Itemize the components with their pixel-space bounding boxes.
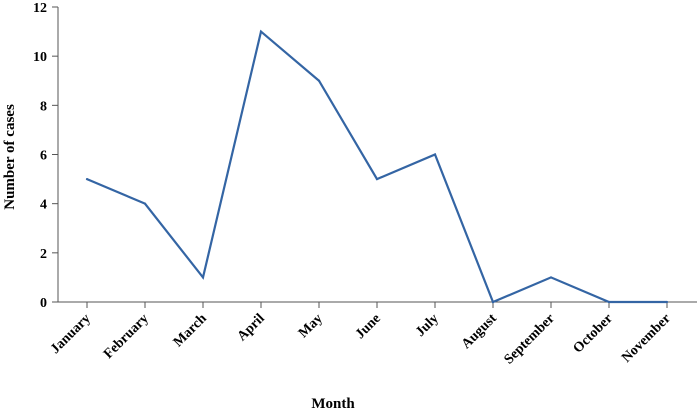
data-point	[201, 276, 205, 279]
y-tick-label: 0	[40, 296, 47, 311]
data-point	[491, 300, 495, 304]
y-tick-label: 12	[33, 1, 47, 16]
data-point	[317, 79, 321, 82]
y-axis-title: Number of cases	[2, 104, 18, 210]
y-tick-label: 4	[40, 198, 47, 213]
series-layer	[85, 29, 669, 304]
x-tick-label: July	[413, 311, 442, 340]
x-tick-label: January	[48, 311, 94, 357]
y-tick-label: 8	[40, 99, 47, 114]
y-tick-label: 2	[40, 247, 47, 262]
x-tick-label: March	[171, 311, 210, 350]
data-point	[143, 202, 147, 205]
x-axis-title: Month	[311, 396, 355, 411]
data-point	[665, 300, 669, 304]
x-axis: January February March April May June July Augu…	[48, 301, 697, 367]
series-line	[86, 29, 667, 304]
y-axis: 0 2 4 6 8 10 12	[33, 1, 59, 311]
data-point	[375, 177, 379, 181]
x-tick-label: August	[459, 311, 500, 352]
y-tick-label: 10	[33, 50, 47, 65]
data-point	[433, 153, 437, 156]
data-point	[85, 177, 89, 181]
y-tick-label: 6	[40, 149, 47, 164]
x-tick-label: November	[619, 311, 674, 366]
x-tick-label: February	[101, 311, 152, 362]
x-tick-label: June	[353, 311, 384, 342]
data-point	[607, 300, 611, 304]
x-tick-label: September	[502, 311, 558, 367]
x-tick-label: October	[571, 311, 616, 356]
x-tick-label: April	[235, 311, 268, 344]
data-point	[549, 276, 553, 279]
x-tick-label: May	[296, 311, 326, 341]
data-point	[259, 30, 263, 33]
